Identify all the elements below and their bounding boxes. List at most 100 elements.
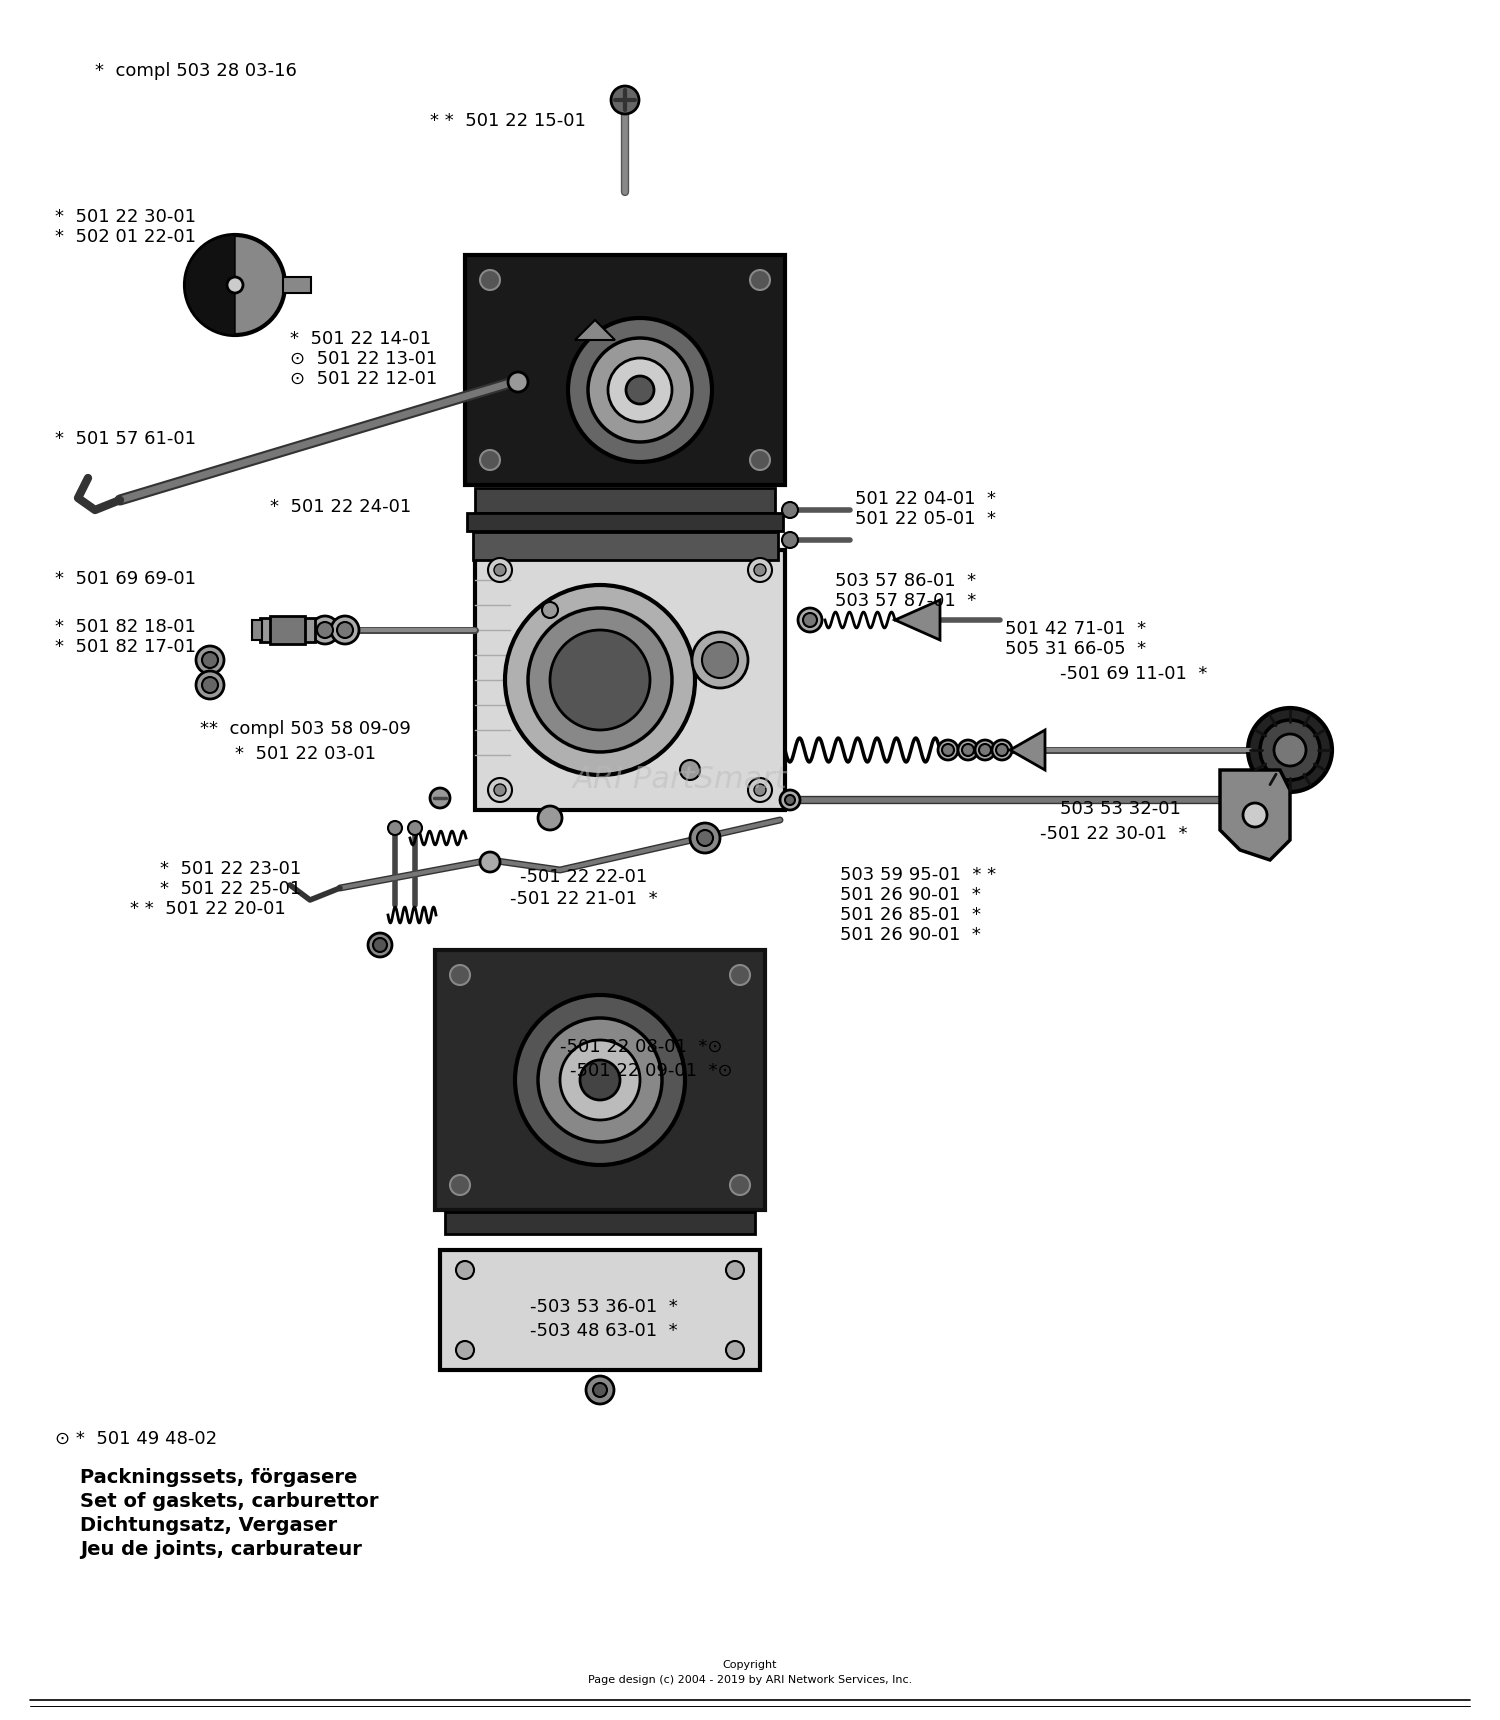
Circle shape bbox=[528, 607, 672, 752]
Circle shape bbox=[748, 557, 772, 581]
Text: 501 26 90-01  *: 501 26 90-01 * bbox=[840, 886, 981, 905]
Circle shape bbox=[494, 784, 506, 796]
Text: *  501 22 14-01: * 501 22 14-01 bbox=[290, 330, 430, 347]
Circle shape bbox=[480, 270, 500, 291]
Circle shape bbox=[996, 745, 1008, 757]
Circle shape bbox=[782, 531, 798, 549]
Circle shape bbox=[450, 1175, 470, 1195]
Circle shape bbox=[730, 965, 750, 986]
Text: Set of gaskets, carburettor: Set of gaskets, carburettor bbox=[80, 1491, 378, 1510]
Text: -501 69 11-01  *: -501 69 11-01 * bbox=[1060, 666, 1208, 683]
Bar bbox=[435, 949, 765, 1209]
Text: 501 22 04-01  *: 501 22 04-01 * bbox=[855, 490, 996, 507]
Text: *  501 57 61-01: * 501 57 61-01 bbox=[56, 430, 196, 447]
Text: -501 22 08-01  *⊙: -501 22 08-01 *⊙ bbox=[560, 1037, 723, 1056]
Circle shape bbox=[568, 318, 712, 463]
Text: Page design (c) 2004 - 2019 by ARI Network Services, Inc.: Page design (c) 2004 - 2019 by ARI Netwo… bbox=[588, 1675, 912, 1686]
Text: * *  501 22 20-01: * * 501 22 20-01 bbox=[130, 900, 285, 918]
Circle shape bbox=[692, 631, 748, 688]
Circle shape bbox=[980, 745, 992, 757]
Text: 501 26 90-01  *: 501 26 90-01 * bbox=[840, 925, 981, 944]
Circle shape bbox=[962, 745, 974, 757]
Bar bbox=[440, 1250, 760, 1371]
Circle shape bbox=[942, 745, 954, 757]
Text: Packningssets, förgasere: Packningssets, förgasere bbox=[80, 1467, 357, 1488]
Circle shape bbox=[488, 557, 512, 581]
Circle shape bbox=[456, 1342, 474, 1359]
Circle shape bbox=[992, 740, 1012, 760]
Circle shape bbox=[538, 1018, 662, 1142]
Bar bbox=[270, 616, 304, 643]
Circle shape bbox=[488, 777, 512, 802]
Text: Copyright: Copyright bbox=[723, 1660, 777, 1670]
Text: Jeu de joints, carburateur: Jeu de joints, carburateur bbox=[80, 1539, 362, 1558]
Text: *  501 22 30-01: * 501 22 30-01 bbox=[56, 208, 196, 225]
Text: 503 59 95-01  * *: 503 59 95-01 * * bbox=[840, 865, 996, 884]
Circle shape bbox=[754, 784, 766, 796]
Circle shape bbox=[430, 788, 450, 808]
Circle shape bbox=[450, 965, 470, 986]
Circle shape bbox=[580, 1060, 620, 1101]
Circle shape bbox=[368, 932, 392, 956]
Circle shape bbox=[514, 994, 686, 1164]
Circle shape bbox=[748, 777, 772, 802]
Circle shape bbox=[750, 270, 770, 291]
Circle shape bbox=[310, 616, 339, 643]
Circle shape bbox=[702, 642, 738, 678]
Text: *  501 22 25-01: * 501 22 25-01 bbox=[160, 881, 302, 898]
Text: -503 53 36-01  *: -503 53 36-01 * bbox=[530, 1299, 678, 1316]
Text: * *  501 22 15-01: * * 501 22 15-01 bbox=[430, 112, 586, 131]
Circle shape bbox=[750, 451, 770, 470]
Circle shape bbox=[316, 623, 333, 638]
Text: 503 57 87-01  *: 503 57 87-01 * bbox=[836, 592, 977, 611]
Circle shape bbox=[196, 647, 223, 674]
Text: -501 22 21-01  *: -501 22 21-01 * bbox=[510, 889, 657, 908]
Circle shape bbox=[480, 851, 500, 872]
Circle shape bbox=[726, 1261, 744, 1280]
Circle shape bbox=[730, 1175, 750, 1195]
Circle shape bbox=[332, 616, 358, 643]
Circle shape bbox=[1274, 734, 1306, 765]
Circle shape bbox=[938, 740, 958, 760]
Circle shape bbox=[226, 277, 243, 292]
Circle shape bbox=[690, 822, 720, 853]
Circle shape bbox=[184, 236, 285, 335]
Bar bbox=[284, 277, 310, 292]
Text: ⊙ *  501 49 48-02: ⊙ * 501 49 48-02 bbox=[56, 1429, 217, 1448]
Circle shape bbox=[1248, 709, 1332, 791]
Text: 503 57 86-01  *: 503 57 86-01 * bbox=[836, 573, 977, 590]
Circle shape bbox=[494, 564, 506, 576]
Text: Dichtungsatz, Vergaser: Dichtungsatz, Vergaser bbox=[80, 1515, 338, 1534]
Circle shape bbox=[798, 607, 822, 631]
Text: **  compl 503 58 09-09: ** compl 503 58 09-09 bbox=[200, 721, 411, 738]
Text: *  501 69 69-01: * 501 69 69-01 bbox=[56, 569, 196, 588]
Circle shape bbox=[780, 789, 800, 810]
Circle shape bbox=[608, 358, 672, 421]
Text: -503 48 63-01  *: -503 48 63-01 * bbox=[530, 1323, 678, 1340]
Circle shape bbox=[626, 377, 654, 404]
Circle shape bbox=[958, 740, 978, 760]
Circle shape bbox=[754, 564, 766, 576]
Text: ARI PartSmart: ARI PartSmart bbox=[573, 765, 788, 795]
Bar bbox=[472, 531, 778, 561]
Bar bbox=[252, 619, 262, 640]
Circle shape bbox=[802, 612, 818, 628]
Text: -501 22 22-01: -501 22 22-01 bbox=[520, 869, 648, 886]
Circle shape bbox=[550, 630, 650, 729]
Text: -501 22 30-01  *: -501 22 30-01 * bbox=[1040, 826, 1188, 843]
Circle shape bbox=[374, 937, 387, 951]
Circle shape bbox=[610, 86, 639, 114]
Circle shape bbox=[560, 1041, 640, 1120]
Text: 503 53 32-01: 503 53 32-01 bbox=[1060, 800, 1180, 819]
Bar bbox=[260, 617, 315, 642]
Circle shape bbox=[196, 671, 223, 698]
Circle shape bbox=[202, 652, 217, 667]
Bar bbox=[476, 488, 776, 513]
Circle shape bbox=[726, 1342, 744, 1359]
Text: *  501 22 24-01: * 501 22 24-01 bbox=[270, 499, 411, 516]
Circle shape bbox=[542, 602, 558, 617]
Text: -501 22 09-01  *⊙: -501 22 09-01 *⊙ bbox=[570, 1061, 732, 1080]
Circle shape bbox=[592, 1383, 608, 1397]
Text: *  501 82 17-01: * 501 82 17-01 bbox=[56, 638, 196, 655]
Text: 501 26 85-01  *: 501 26 85-01 * bbox=[840, 906, 981, 924]
